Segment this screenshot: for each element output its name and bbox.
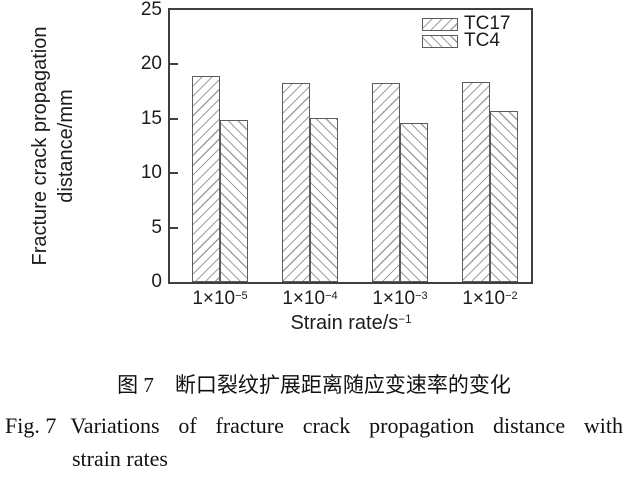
caption-chinese: 图 7 断口裂纹扩展距离随应变速率的变化 <box>117 373 511 397</box>
caption-english: Fig. 7 Variations of fracture crack prop… <box>5 409 623 475</box>
bars-container <box>170 10 531 282</box>
caption-english-line1: Fig. 7 Variations of fracture crack prop… <box>5 409 623 442</box>
x-tick-label: 1×10−3 <box>372 288 428 309</box>
y-axis-title-line2: distance/mm <box>55 89 77 203</box>
bar-tc17-group3 <box>372 83 400 282</box>
legend-swatch-tc4 <box>422 34 458 48</box>
y-tick-label: 20 <box>140 53 162 75</box>
y-tick-mark <box>170 172 178 175</box>
y-tick-label: 25 <box>140 0 162 20</box>
legend-swatch-tc17 <box>422 17 458 31</box>
y-tick-label: 10 <box>140 162 162 184</box>
legend: TC17 TC4 <box>422 13 511 51</box>
bar-tc17-group4 <box>462 82 490 282</box>
legend-item-tc4: TC4 <box>422 30 510 51</box>
bar-tc4-group4 <box>490 111 518 282</box>
caption-english-text: Variations of fracture crack propagation… <box>70 413 623 438</box>
y-tick-mark <box>170 117 178 120</box>
y-tick-label: 0 <box>151 271 162 292</box>
bar-tc17-group1 <box>192 76 220 282</box>
x-axis-title: Strain rate/s−1 <box>290 312 412 334</box>
y-tick-mark <box>170 226 178 229</box>
caption-english-line2: strain rates <box>72 446 168 471</box>
figure-number-label: Fig. 7 <box>5 413 57 438</box>
bar-tc4-group3 <box>400 123 428 282</box>
y-tick-label: 15 <box>140 107 162 129</box>
bar-tc4-group2 <box>310 118 338 282</box>
x-tick-label: 1×10−4 <box>282 288 338 309</box>
y-tick-label: 5 <box>151 216 162 238</box>
legend-item-tc17: TC17 <box>422 13 511 34</box>
plot-area: TC17 TC4 <box>168 8 533 284</box>
bar-tc4-group1 <box>220 120 248 282</box>
legend-label-tc4: TC4 <box>464 30 500 51</box>
legend-label-tc17: TC17 <box>464 13 511 34</box>
x-tick-label: 1×10−2 <box>462 288 518 309</box>
y-axis-title-line1: Fracture crack propagation <box>29 26 51 266</box>
bar-tc17-group2 <box>282 83 310 282</box>
x-tick-label: 1×10−5 <box>192 288 248 309</box>
y-tick-mark <box>170 63 178 66</box>
y-axis-title: Fracture crack propagation distance/mm <box>27 0 79 326</box>
